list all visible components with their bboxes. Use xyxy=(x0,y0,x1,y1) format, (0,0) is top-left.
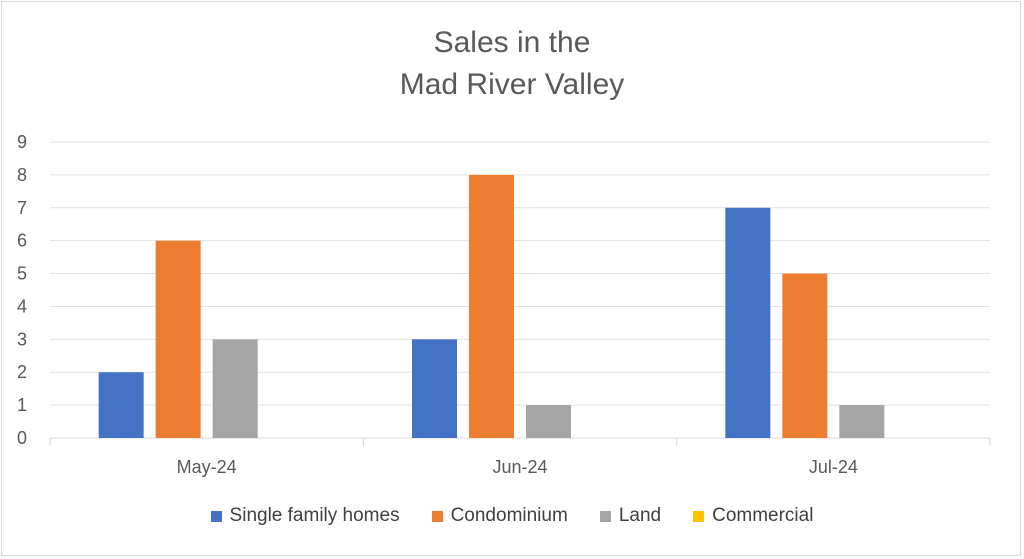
legend-swatch xyxy=(599,510,611,522)
bar-land-jun-24 xyxy=(526,405,571,438)
x-category-label: Jul-24 xyxy=(809,457,858,477)
legend-item-commercial: Commercial xyxy=(693,505,813,527)
x-category-labels: May-24 Jun-24 Jul-24 xyxy=(177,457,858,477)
y-tick-label: 0 xyxy=(17,428,27,448)
legend-item-condominium: Condominium xyxy=(431,505,568,527)
legend-swatch xyxy=(210,510,222,522)
chart-title-line-2: Mad River Valley xyxy=(399,68,625,101)
legend: Single family homes Condominium Land Com… xyxy=(0,505,1024,527)
y-tick-label: 5 xyxy=(17,264,27,284)
legend-label: Condominium xyxy=(450,505,568,526)
legend-label: Land xyxy=(618,505,662,526)
y-tick-label: 3 xyxy=(17,329,27,349)
legend-label: Commercial xyxy=(712,505,814,526)
bar-land-jul-24 xyxy=(839,405,885,438)
gridlines xyxy=(49,141,991,446)
x-category-label: Jun-24 xyxy=(492,457,547,477)
y-tick-label: 4 xyxy=(17,296,27,316)
y-tick-label: 1 xyxy=(17,395,27,415)
chart-title-line-1: Sales in the xyxy=(433,26,591,59)
bar-single-family-homes-may-24 xyxy=(98,372,144,438)
bar-land-may-24 xyxy=(212,339,258,438)
bar-condominium-may-24 xyxy=(155,240,201,438)
y-tick-label: 8 xyxy=(17,165,27,185)
y-tick-label: 7 xyxy=(17,198,27,218)
legend-item-land: Land xyxy=(599,505,662,527)
chart-title: Sales in the Mad River Valley xyxy=(0,22,1024,106)
bar-single-family-homes-jun-24 xyxy=(412,339,457,438)
bar-condominium-jul-24 xyxy=(782,273,828,438)
legend-label: Single family homes xyxy=(229,505,400,526)
y-tick-label: 6 xyxy=(17,231,27,251)
y-tick-label: 9 xyxy=(17,132,27,152)
legend-item-single-family-homes: Single family homes xyxy=(210,505,400,527)
bar-condominium-jun-24 xyxy=(469,174,514,438)
legend-swatch xyxy=(693,510,705,522)
bar-single-family-homes-jul-24 xyxy=(725,207,771,438)
y-tick-label: 2 xyxy=(17,362,27,382)
x-category-label: May-24 xyxy=(177,457,237,477)
bars xyxy=(98,174,885,438)
legend-swatch xyxy=(431,510,443,522)
y-tick-labels: 0 1 2 3 4 5 6 7 8 9 xyxy=(17,132,27,448)
